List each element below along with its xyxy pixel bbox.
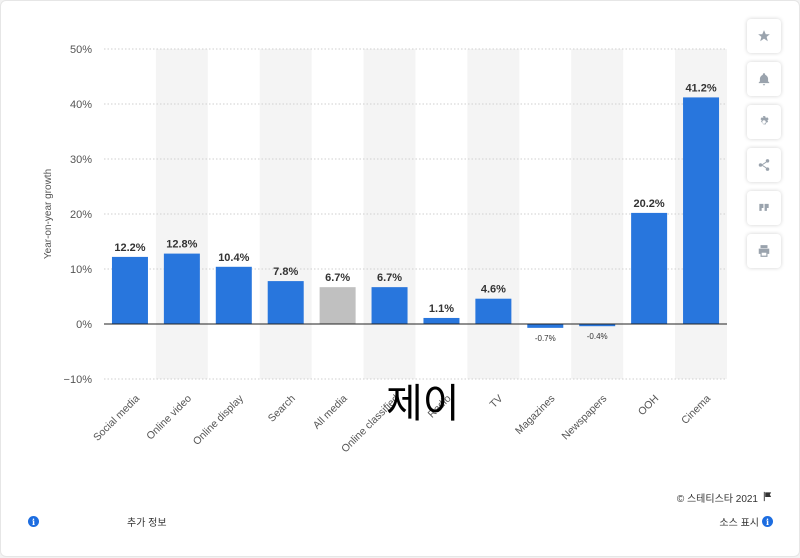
- y-tick-label: 20%: [70, 209, 92, 221]
- copyright: © 스테티스타 2021: [677, 490, 773, 505]
- data-label: -0.7%: [535, 334, 556, 343]
- y-axis-title: Year-on-year growth: [43, 169, 54, 259]
- notification-button[interactable]: [747, 62, 781, 96]
- y-tick-label: −10%: [64, 374, 93, 386]
- bar: [683, 97, 720, 325]
- bar: [267, 281, 304, 324]
- flag-icon[interactable]: [762, 491, 773, 505]
- bar: [111, 256, 148, 324]
- show-source-label: 소스 표시: [719, 518, 759, 529]
- info-icon: i: [28, 516, 39, 527]
- overlay-text: 제이: [386, 381, 460, 427]
- additional-info-label: 추가 정보: [127, 518, 167, 529]
- settings-button[interactable]: [747, 105, 781, 139]
- print-icon: [758, 245, 770, 257]
- x-tick-label: TV: [488, 393, 506, 411]
- y-tick-label: 30%: [70, 154, 92, 166]
- bar: [215, 266, 252, 324]
- y-tick-label: 50%: [70, 44, 92, 56]
- favorite-button[interactable]: [747, 19, 781, 53]
- star-icon: [758, 30, 770, 42]
- x-tick-label: Online video: [144, 393, 194, 443]
- data-label: 10.4%: [218, 252, 249, 264]
- x-tick-label: OOH: [636, 393, 661, 418]
- x-tick-label: Newspapers: [560, 393, 610, 443]
- bar: [475, 298, 512, 324]
- data-label: 20.2%: [634, 198, 665, 210]
- data-label: 1.1%: [429, 303, 454, 315]
- x-tick-label: All media: [311, 393, 350, 432]
- x-tick-label: Magazines: [513, 393, 557, 437]
- bar: [163, 253, 200, 324]
- sidebar-toolbar: [747, 19, 783, 277]
- data-label: 6.7%: [377, 272, 402, 284]
- bar: [319, 287, 356, 324]
- x-tick-label: Social media: [91, 393, 142, 444]
- data-label: 41.2%: [685, 82, 716, 94]
- bar: [371, 287, 408, 324]
- y-tick-label: 0%: [76, 319, 92, 331]
- quote-icon: [759, 203, 769, 211]
- x-tick-label: Online display: [191, 392, 247, 448]
- bell-icon: [758, 73, 770, 86]
- data-label: 4.6%: [481, 284, 506, 296]
- data-label: 6.7%: [325, 272, 350, 284]
- data-label: 12.8%: [166, 239, 197, 251]
- bar: [423, 317, 460, 324]
- y-tick-label: 40%: [70, 99, 92, 111]
- bar: [631, 212, 668, 324]
- data-label: 12.2%: [114, 242, 145, 254]
- bar: [579, 324, 616, 327]
- additional-info-link[interactable]: i 추가 정보: [28, 514, 167, 529]
- x-tick-label: Search: [266, 393, 298, 425]
- data-label: -0.4%: [587, 332, 608, 341]
- share-button[interactable]: [747, 148, 781, 182]
- x-tick-label: Cinema: [679, 393, 713, 427]
- gear-icon: [760, 116, 769, 125]
- print-button[interactable]: [747, 234, 781, 268]
- show-source-link[interactable]: 소스 표시 i: [719, 514, 773, 529]
- y-tick-label: 10%: [70, 264, 92, 276]
- cite-button[interactable]: [747, 191, 781, 225]
- data-label: 7.8%: [273, 266, 298, 278]
- bar: [527, 324, 564, 328]
- share-icon: [758, 159, 770, 171]
- copyright-text: © 스테티스타 2021: [676, 494, 758, 505]
- info-icon: i: [762, 516, 773, 527]
